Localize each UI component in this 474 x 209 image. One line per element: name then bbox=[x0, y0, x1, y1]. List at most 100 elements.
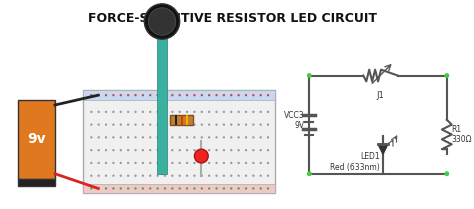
Circle shape bbox=[148, 8, 176, 35]
Circle shape bbox=[134, 162, 137, 164]
Circle shape bbox=[127, 136, 129, 139]
Circle shape bbox=[127, 94, 129, 96]
Circle shape bbox=[245, 187, 247, 190]
Circle shape bbox=[245, 111, 247, 113]
Circle shape bbox=[90, 175, 92, 177]
Circle shape bbox=[171, 175, 173, 177]
Circle shape bbox=[208, 149, 210, 151]
Circle shape bbox=[252, 111, 255, 113]
Text: 9v: 9v bbox=[27, 132, 46, 146]
Circle shape bbox=[171, 149, 173, 151]
Circle shape bbox=[112, 136, 115, 139]
Circle shape bbox=[149, 187, 151, 190]
Circle shape bbox=[98, 187, 100, 190]
Circle shape bbox=[193, 136, 196, 139]
Circle shape bbox=[230, 162, 232, 164]
Circle shape bbox=[260, 162, 262, 164]
Circle shape bbox=[145, 4, 180, 39]
Circle shape bbox=[208, 111, 210, 113]
Circle shape bbox=[98, 162, 100, 164]
Circle shape bbox=[164, 162, 166, 164]
Circle shape bbox=[215, 187, 218, 190]
Circle shape bbox=[164, 175, 166, 177]
Circle shape bbox=[223, 162, 225, 164]
Circle shape bbox=[215, 111, 218, 113]
Circle shape bbox=[267, 149, 269, 151]
Circle shape bbox=[142, 136, 144, 139]
Circle shape bbox=[444, 73, 449, 78]
Circle shape bbox=[142, 124, 144, 126]
Circle shape bbox=[90, 124, 92, 126]
Circle shape bbox=[230, 124, 232, 126]
Circle shape bbox=[252, 94, 255, 96]
Circle shape bbox=[127, 187, 129, 190]
Circle shape bbox=[267, 162, 269, 164]
Circle shape bbox=[193, 162, 196, 164]
Bar bbox=[18, 100, 55, 179]
Circle shape bbox=[142, 94, 144, 96]
Circle shape bbox=[252, 149, 255, 151]
Circle shape bbox=[134, 111, 137, 113]
Circle shape bbox=[267, 124, 269, 126]
Circle shape bbox=[164, 149, 166, 151]
Circle shape bbox=[230, 111, 232, 113]
Circle shape bbox=[267, 175, 269, 177]
Circle shape bbox=[215, 149, 218, 151]
Circle shape bbox=[193, 187, 196, 190]
Circle shape bbox=[98, 175, 100, 177]
Circle shape bbox=[98, 124, 100, 126]
Bar bbox=[175, 115, 177, 125]
Circle shape bbox=[267, 94, 269, 96]
Circle shape bbox=[164, 94, 166, 96]
Circle shape bbox=[105, 136, 107, 139]
Circle shape bbox=[127, 175, 129, 177]
Circle shape bbox=[208, 162, 210, 164]
Circle shape bbox=[142, 187, 144, 190]
Circle shape bbox=[119, 124, 122, 126]
Bar bbox=[83, 90, 275, 193]
Circle shape bbox=[179, 149, 181, 151]
Bar bbox=[170, 115, 193, 125]
Circle shape bbox=[230, 136, 232, 139]
Circle shape bbox=[237, 187, 240, 190]
Circle shape bbox=[186, 111, 188, 113]
Circle shape bbox=[186, 136, 188, 139]
Circle shape bbox=[252, 124, 255, 126]
Circle shape bbox=[260, 187, 262, 190]
Circle shape bbox=[119, 94, 122, 96]
Circle shape bbox=[142, 162, 144, 164]
Circle shape bbox=[230, 149, 232, 151]
Circle shape bbox=[267, 136, 269, 139]
Circle shape bbox=[179, 94, 181, 96]
Circle shape bbox=[90, 94, 92, 96]
Circle shape bbox=[142, 175, 144, 177]
Circle shape bbox=[267, 111, 269, 113]
Circle shape bbox=[156, 111, 159, 113]
Circle shape bbox=[149, 136, 151, 139]
Circle shape bbox=[215, 175, 218, 177]
Bar bbox=[83, 90, 275, 100]
Circle shape bbox=[119, 136, 122, 139]
Bar bbox=[181, 115, 182, 125]
Circle shape bbox=[164, 187, 166, 190]
Circle shape bbox=[105, 149, 107, 151]
Circle shape bbox=[171, 162, 173, 164]
Circle shape bbox=[90, 111, 92, 113]
Circle shape bbox=[179, 136, 181, 139]
Circle shape bbox=[112, 149, 115, 151]
Circle shape bbox=[171, 94, 173, 96]
Circle shape bbox=[119, 175, 122, 177]
Circle shape bbox=[307, 171, 312, 176]
Circle shape bbox=[156, 149, 159, 151]
Circle shape bbox=[193, 111, 196, 113]
Circle shape bbox=[149, 94, 151, 96]
Circle shape bbox=[237, 111, 240, 113]
Circle shape bbox=[179, 111, 181, 113]
Circle shape bbox=[208, 136, 210, 139]
Circle shape bbox=[260, 149, 262, 151]
Circle shape bbox=[149, 149, 151, 151]
Circle shape bbox=[215, 94, 218, 96]
Text: LED1
Red (633nm): LED1 Red (633nm) bbox=[330, 152, 380, 172]
Circle shape bbox=[90, 187, 92, 190]
Circle shape bbox=[252, 162, 255, 164]
